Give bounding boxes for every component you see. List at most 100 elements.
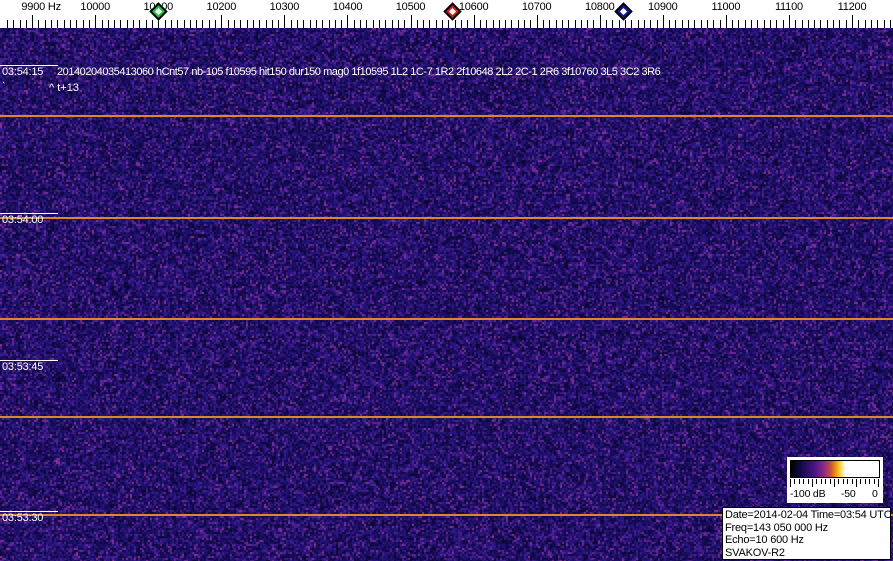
blue-diamond-marker[interactable]	[613, 2, 633, 21]
minor-frequency-tick	[505, 20, 507, 28]
minor-frequency-tick	[397, 20, 399, 28]
freq-tick-label: 11200	[837, 1, 867, 13]
minor-frequency-tick	[732, 20, 734, 28]
minor-frequency-tick	[889, 20, 891, 28]
waterfall-display	[0, 28, 893, 561]
major-frequency-tick	[852, 15, 853, 28]
minor-frequency-tick	[694, 20, 696, 28]
info-frequency: Freq=143 050 000 Hz	[725, 521, 828, 534]
freq-tick-label: 9900 Hz	[21, 1, 61, 13]
db-tick	[842, 479, 844, 484]
minor-frequency-tick	[738, 20, 740, 28]
time-tick-line	[0, 213, 58, 214]
db-tick	[829, 479, 831, 484]
minor-frequency-tick	[353, 20, 355, 28]
minor-frequency-tick	[88, 20, 90, 28]
major-frequency-tick	[788, 15, 790, 28]
major-frequency-tick	[473, 15, 475, 28]
minor-frequency-tick	[555, 20, 557, 28]
time-label: 03:54:00	[2, 214, 44, 226]
minor-frequency-tick	[145, 20, 147, 28]
minor-frequency-tick	[139, 20, 141, 28]
green-diamond-marker-core	[154, 7, 162, 16]
db-tick	[856, 479, 857, 487]
db-tick	[790, 479, 791, 487]
minor-frequency-tick	[833, 20, 835, 28]
minor-frequency-tick	[202, 20, 204, 28]
db-label-mid: -50	[841, 488, 856, 500]
minor-frequency-tick	[593, 20, 595, 28]
minor-frequency-tick	[713, 20, 715, 28]
minor-frequency-tick	[568, 20, 570, 28]
detection-submark: `	[2, 81, 6, 93]
minor-frequency-tick	[669, 20, 671, 28]
minor-frequency-tick	[864, 20, 866, 28]
minor-frequency-tick	[606, 20, 608, 28]
db-tick	[851, 479, 853, 484]
time-tick-line	[0, 511, 58, 512]
db-tick	[825, 479, 827, 484]
minor-frequency-tick	[870, 20, 872, 28]
minor-frequency-tick	[6, 20, 8, 28]
minor-frequency-tick	[637, 20, 639, 28]
minor-frequency-tick	[454, 20, 456, 28]
info-station-id: SVAKOV-R2	[725, 546, 785, 559]
minor-frequency-tick	[814, 20, 816, 28]
major-frequency-tick	[410, 15, 412, 28]
minor-frequency-tick	[486, 20, 488, 28]
detection-info-text: 20140204035413060 hCnt57 nb-105 f10595 h…	[57, 66, 661, 78]
db-tick	[834, 479, 835, 487]
freq-tick-label: 10200	[206, 1, 237, 13]
major-frequency-tick	[725, 15, 727, 28]
minor-frequency-tick	[334, 20, 336, 28]
freq-tick-label: 10400	[332, 1, 363, 13]
major-frequency-tick	[347, 15, 349, 28]
major-frequency-tick	[32, 15, 34, 28]
minor-frequency-tick	[631, 20, 633, 28]
minor-frequency-tick	[271, 20, 273, 28]
minor-frequency-tick	[542, 20, 544, 28]
minor-frequency-tick	[423, 20, 425, 28]
info-date-time: Date=2014-02-04 Time=03:54 UTC	[725, 509, 892, 521]
minor-frequency-tick	[448, 20, 450, 28]
major-frequency-tick	[536, 15, 538, 28]
frequency-ruler[interactable]: 9900 Hz100001010010200103001040010500106…	[0, 0, 893, 28]
minor-frequency-tick	[404, 20, 406, 28]
minor-frequency-tick	[858, 20, 860, 28]
scan-line	[0, 115, 893, 117]
minor-frequency-tick	[416, 20, 418, 28]
minor-frequency-tick	[751, 20, 753, 28]
minor-frequency-tick	[479, 20, 481, 28]
minor-frequency-tick	[170, 20, 172, 28]
scan-line	[0, 416, 893, 418]
minor-frequency-tick	[366, 20, 368, 28]
minor-frequency-tick	[290, 20, 292, 28]
minor-frequency-tick	[498, 20, 500, 28]
minor-frequency-tick	[208, 20, 210, 28]
minor-frequency-tick	[624, 20, 626, 28]
db-tick	[869, 479, 871, 484]
minor-frequency-tick	[227, 20, 229, 28]
minor-frequency-tick	[826, 20, 828, 28]
minor-frequency-tick	[297, 20, 299, 28]
db-tick	[807, 479, 809, 484]
minor-frequency-tick	[13, 20, 15, 28]
minor-frequency-tick	[467, 20, 469, 28]
minor-frequency-tick	[706, 20, 708, 28]
major-frequency-tick	[662, 15, 664, 28]
minor-frequency-tick	[782, 20, 784, 28]
minor-frequency-tick	[574, 20, 576, 28]
db-tick	[878, 479, 879, 487]
minor-frequency-tick	[189, 20, 191, 28]
freq-tick-label: 10500	[395, 1, 426, 13]
minor-frequency-tick	[101, 20, 103, 28]
minor-frequency-tick	[259, 20, 261, 28]
minor-frequency-tick	[303, 20, 305, 28]
db-tick	[794, 479, 796, 484]
db-tick	[820, 479, 822, 484]
minor-frequency-tick	[177, 20, 179, 28]
minor-frequency-tick	[820, 20, 822, 28]
minor-frequency-tick	[719, 20, 721, 28]
minor-frequency-tick	[360, 20, 362, 28]
